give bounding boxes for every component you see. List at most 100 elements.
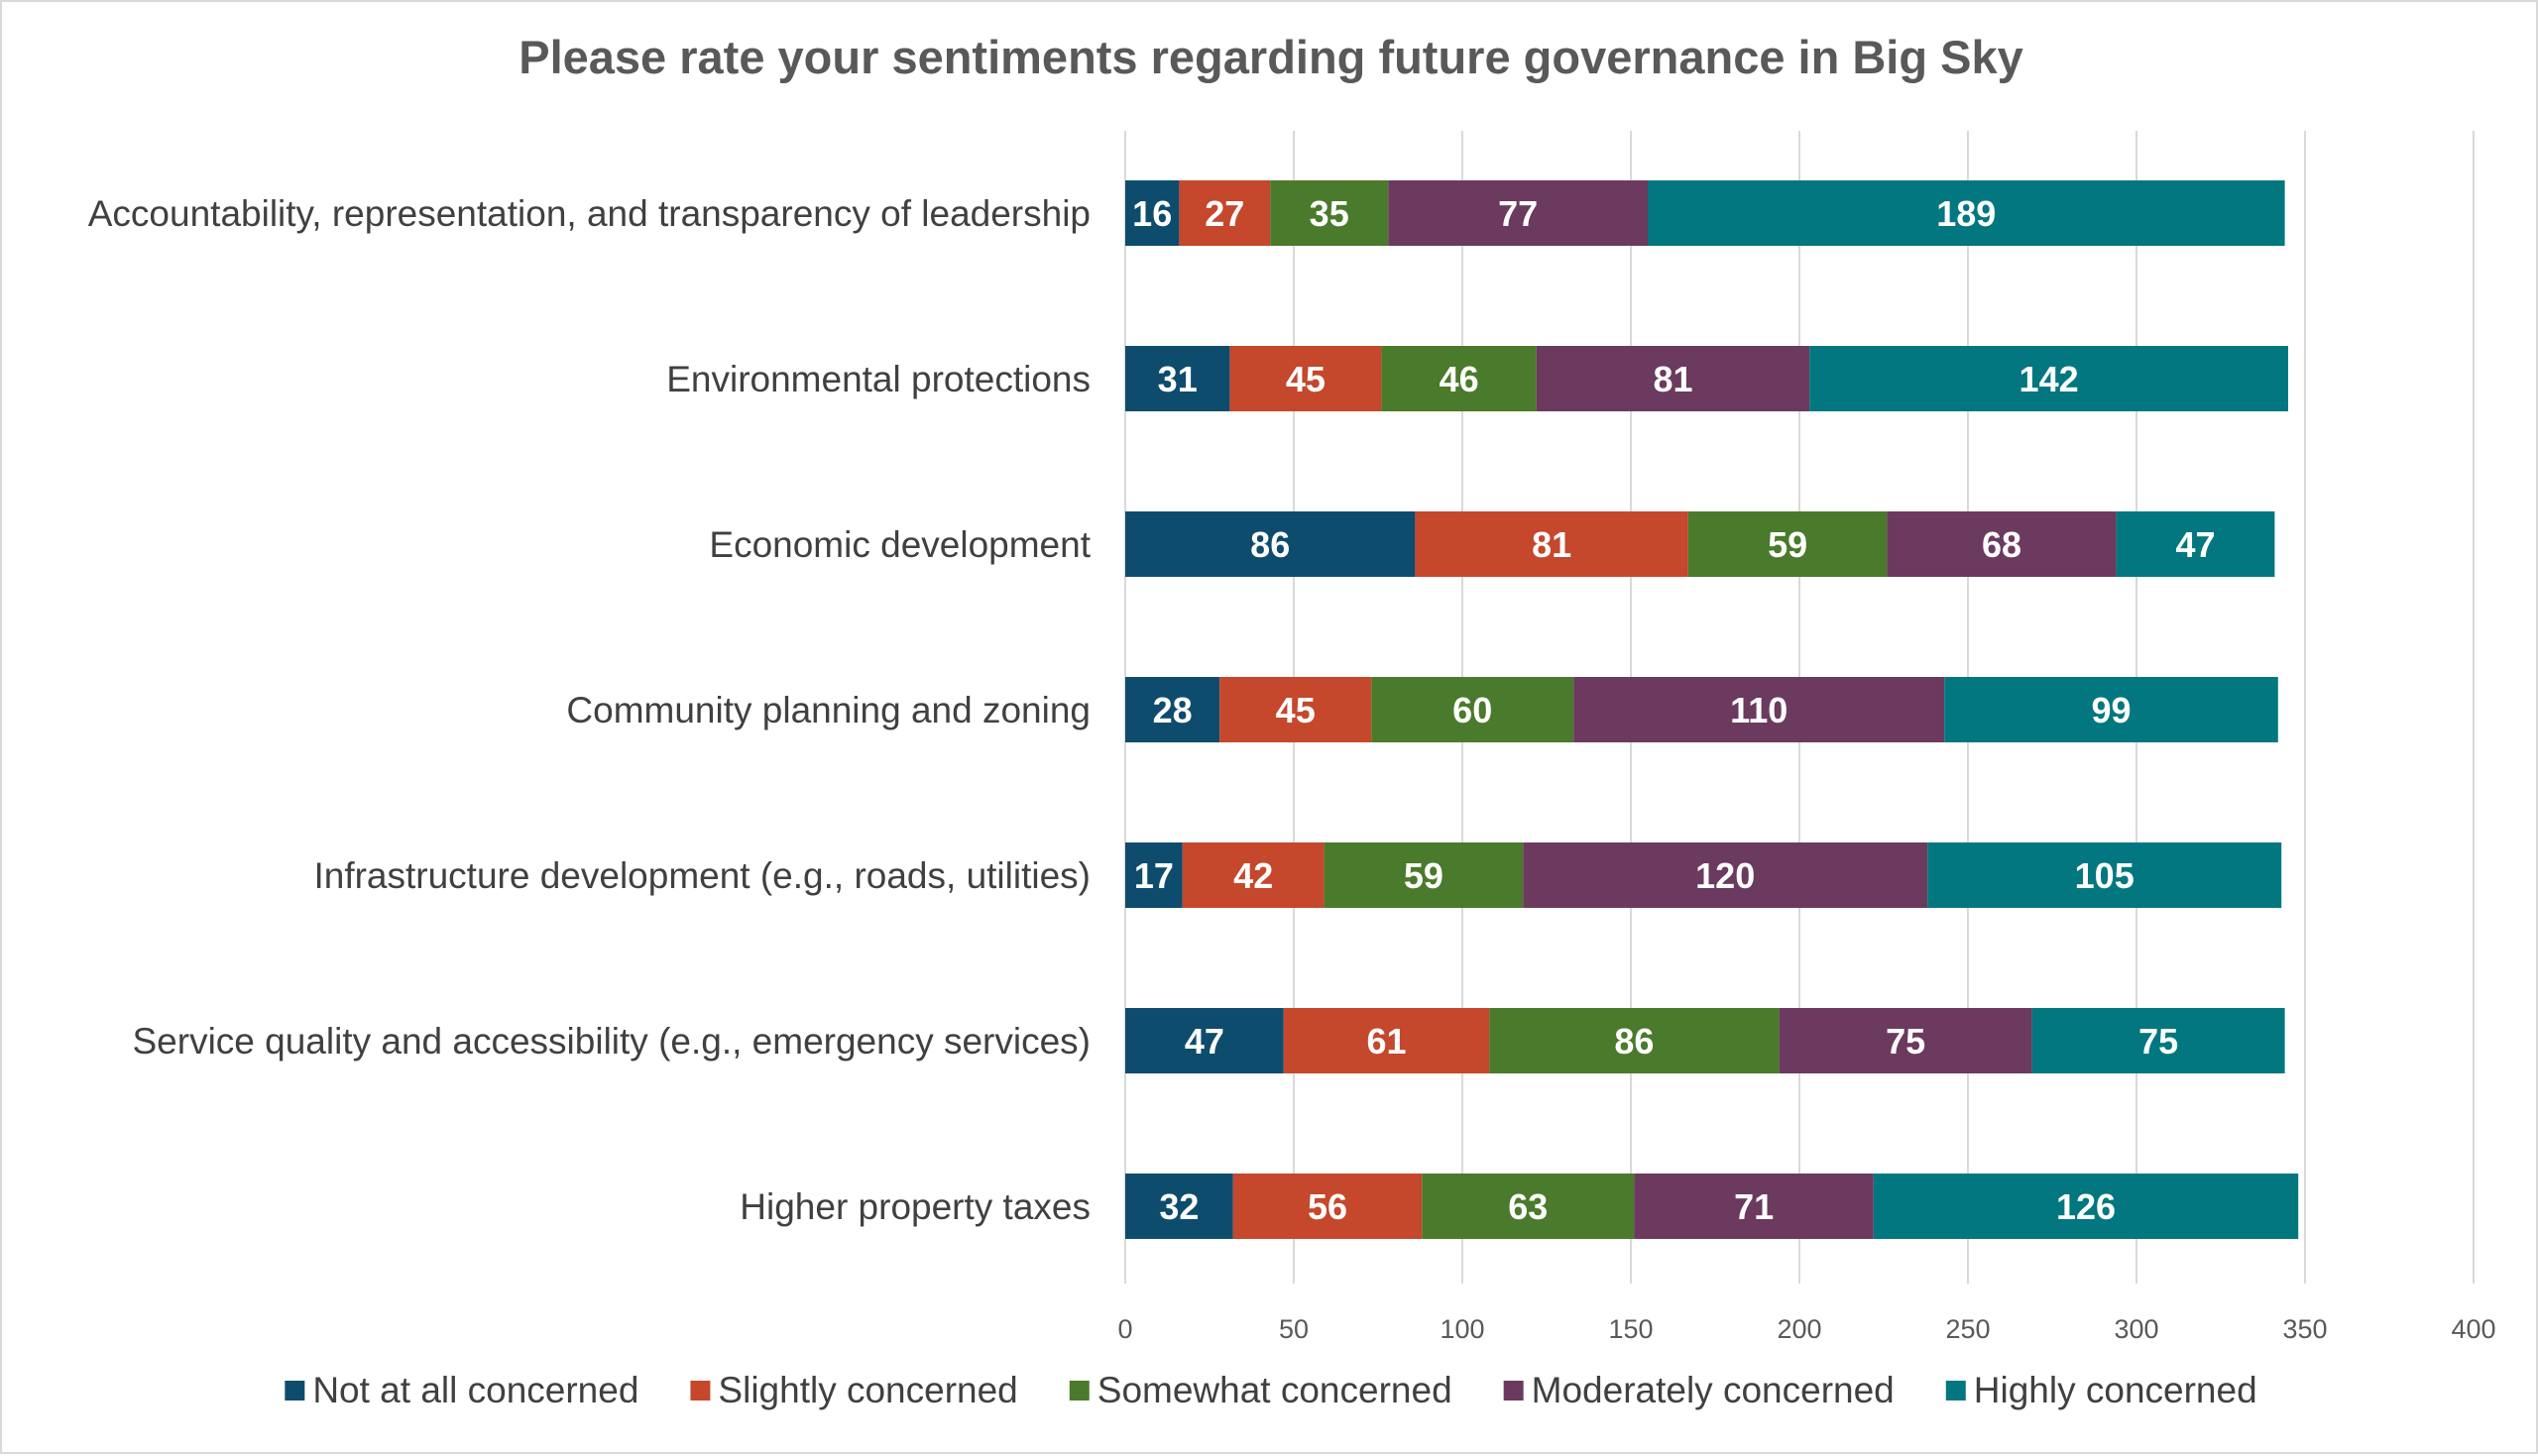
data-label: 110 bbox=[1730, 690, 1788, 730]
data-label: 99 bbox=[2091, 690, 2131, 730]
legend-item: Highly concerned bbox=[1945, 1370, 2257, 1410]
bar-row: 16 27 35 77 189 bbox=[1125, 180, 2285, 246]
x-tick-label: 200 bbox=[1777, 1314, 1821, 1344]
bar-segment bbox=[1809, 346, 2288, 411]
legend-item: Moderately concerned bbox=[1503, 1370, 1895, 1410]
data-label: 77 bbox=[1498, 193, 1538, 234]
data-label: 71 bbox=[1734, 1186, 1774, 1227]
data-label: 45 bbox=[1276, 690, 1316, 730]
legend-label: Highly concerned bbox=[1974, 1370, 2257, 1410]
x-tick-label: 350 bbox=[2282, 1314, 2327, 1344]
bar-segment bbox=[1125, 180, 1180, 246]
data-label: 17 bbox=[1134, 855, 1174, 896]
bar-segment bbox=[1125, 1008, 1284, 1073]
data-label: 31 bbox=[1158, 359, 1198, 399]
category-label: Community planning and zoning bbox=[566, 690, 1091, 730]
bar-segment bbox=[1648, 180, 2285, 246]
data-label: 105 bbox=[2075, 855, 2134, 896]
bar-row: 17 42 59 120 105 bbox=[1125, 842, 2282, 908]
legend-swatch bbox=[1945, 1381, 1966, 1400]
bar-segment bbox=[1182, 842, 1325, 908]
bar-segment bbox=[1634, 1174, 1874, 1239]
data-label: 86 bbox=[1614, 1021, 1654, 1062]
bar-segment bbox=[1229, 346, 1382, 411]
legend-label: Somewhat concerned bbox=[1097, 1370, 1452, 1410]
x-tick-label: 100 bbox=[1440, 1314, 1484, 1344]
legend-swatch bbox=[690, 1381, 711, 1400]
bar-segment bbox=[1232, 1174, 1423, 1239]
data-label: 32 bbox=[1159, 1186, 1199, 1227]
x-tick-label: 50 bbox=[1279, 1314, 1309, 1344]
bar-segment bbox=[1125, 511, 1416, 577]
legend: Not at all concerned Slightly concerned So… bbox=[285, 1370, 2257, 1410]
category-label: Higher property taxes bbox=[740, 1186, 1091, 1227]
bar-segment bbox=[1536, 346, 1810, 411]
data-label: 28 bbox=[1153, 690, 1193, 730]
legend-swatch bbox=[285, 1381, 305, 1400]
bar-segment bbox=[1283, 1008, 1490, 1073]
bars: 16 27 35 77 189 31 45 46 81 142 86 81 59 68 47 28 45 60 11… bbox=[1125, 180, 2299, 1239]
legend-item: Not at all concerned bbox=[285, 1370, 638, 1410]
legend-label: Moderately concerned bbox=[1532, 1370, 1895, 1410]
legend-item: Somewhat concerned bbox=[1069, 1370, 1452, 1410]
bar-segment bbox=[1422, 1174, 1635, 1239]
data-label: 75 bbox=[2138, 1021, 2178, 1062]
bar-segment bbox=[1125, 346, 1230, 411]
category-label: Service quality and accessibility (e.g.,… bbox=[133, 1021, 1092, 1062]
bar-segment bbox=[1179, 180, 1271, 246]
data-label: 126 bbox=[2056, 1186, 2116, 1227]
data-label: 46 bbox=[1440, 359, 1479, 399]
bar-segment bbox=[1523, 842, 1928, 908]
data-label: 63 bbox=[1508, 1186, 1548, 1227]
category-label: Infrastructure development (e.g., roads,… bbox=[313, 855, 1091, 896]
bar-segment bbox=[2031, 1008, 2285, 1073]
bar-segment bbox=[2116, 511, 2275, 577]
x-axis-ticks: 0 50 100 150 200 250 300 350 400 bbox=[1117, 1314, 2495, 1344]
bar-segment bbox=[1125, 677, 1220, 742]
bar-segment bbox=[1489, 1008, 1780, 1073]
bar-segment bbox=[1779, 1008, 2032, 1073]
data-label: 81 bbox=[1653, 359, 1692, 399]
x-tick-label: 400 bbox=[2451, 1314, 2495, 1344]
data-label: 16 bbox=[1132, 193, 1172, 234]
bar-segment bbox=[1687, 511, 1888, 577]
legend-swatch bbox=[1069, 1381, 1090, 1400]
bar-segment bbox=[1927, 842, 2282, 908]
data-label: 45 bbox=[1286, 359, 1326, 399]
x-tick-label: 0 bbox=[1117, 1314, 1132, 1344]
category-labels: Accountability, representation, and tran… bbox=[88, 193, 1092, 1227]
x-tick-label: 150 bbox=[1608, 1314, 1653, 1344]
data-label: 86 bbox=[1250, 524, 1290, 565]
data-label: 142 bbox=[2019, 359, 2079, 399]
bar-row: 31 45 46 81 142 bbox=[1125, 346, 2288, 411]
category-label: Environmental protections bbox=[666, 359, 1091, 399]
bar-row: 47 61 86 75 75 bbox=[1125, 1008, 2285, 1073]
data-label: 81 bbox=[1532, 524, 1571, 565]
data-label: 61 bbox=[1366, 1021, 1406, 1062]
data-label: 35 bbox=[1310, 193, 1349, 234]
data-label: 42 bbox=[1233, 855, 1273, 896]
legend-item: Slightly concerned bbox=[690, 1370, 1018, 1410]
x-tick-label: 250 bbox=[1945, 1314, 1990, 1344]
category-label: Accountability, representation, and tran… bbox=[88, 193, 1091, 234]
bar-segment bbox=[1388, 180, 1648, 246]
bar-segment bbox=[1873, 1174, 2299, 1239]
data-label: 189 bbox=[1936, 193, 1996, 234]
data-label: 60 bbox=[1452, 690, 1492, 730]
data-label: 27 bbox=[1205, 193, 1244, 234]
legend-label: Slightly concerned bbox=[718, 1370, 1017, 1410]
data-label: 47 bbox=[2175, 524, 2215, 565]
bar-segment bbox=[1415, 511, 1688, 577]
bar-segment bbox=[1270, 180, 1389, 246]
x-tick-label: 300 bbox=[2114, 1314, 2158, 1344]
bar-segment bbox=[1219, 677, 1372, 742]
data-label: 59 bbox=[1768, 524, 1807, 565]
bar-segment bbox=[1573, 677, 1945, 742]
bar-segment bbox=[1125, 842, 1183, 908]
bar-row: 32 56 63 71 126 bbox=[1125, 1174, 2299, 1239]
data-label: 75 bbox=[1886, 1021, 1925, 1062]
data-label: 59 bbox=[1404, 855, 1443, 896]
bar-segment bbox=[1371, 677, 1574, 742]
